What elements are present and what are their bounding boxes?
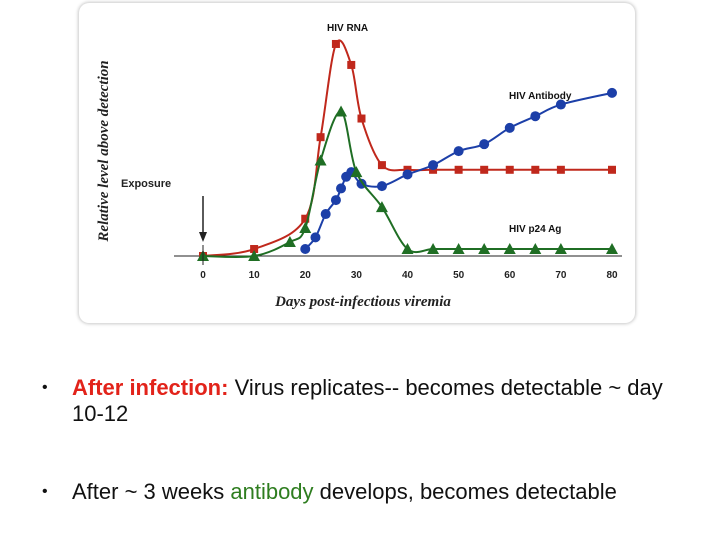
x-tick-label: 40: [402, 270, 414, 281]
hiv-p24-ag-point: [554, 243, 567, 255]
hiv-antibody-point: [300, 244, 311, 255]
hiv-antibody-point: [336, 183, 347, 194]
hiv-rna-point: [556, 165, 565, 174]
hiv-p24-ag-point: [375, 201, 388, 213]
hiv-antibody-label: HIV Antibody: [509, 91, 572, 102]
y-axis-title: Relative level above detection: [96, 60, 112, 242]
hiv-antibody-point: [555, 99, 566, 110]
hiv-markers-chart: 0 10 20 30 40 50 60 70 80 Days post-infectious vi…: [96, 23, 622, 310]
hiv-rna-point: [505, 165, 514, 174]
hiv-antibody-point: [530, 111, 541, 122]
chart-panel: 0 10 20 30 40 50 60 70 80 Days post-infectious vi…: [79, 3, 635, 323]
hiv-rna-point: [454, 165, 463, 174]
bullet-dot: •: [42, 379, 48, 396]
hiv-p24-ag-point: [478, 243, 491, 255]
hiv-antibody-point: [453, 146, 464, 157]
hiv-antibody-point: [428, 160, 439, 171]
hiv-antibody-point: [330, 195, 341, 206]
hiv-p24-ag-point: [283, 236, 296, 248]
hiv-antibody-point: [376, 181, 387, 192]
hiv-p24-ag-point: [452, 243, 465, 255]
x-tick-label: 0: [200, 270, 206, 281]
hiv-rna-point: [480, 165, 489, 174]
bullet-lead: After infection:: [72, 375, 229, 400]
hiv-rna-point: [301, 214, 310, 223]
hiv-p24-ag-line: [202, 110, 612, 259]
hiv-p24-ag-point: [299, 222, 312, 234]
hiv-antibody-point: [320, 209, 331, 220]
hiv-p24-ag-point: [606, 243, 618, 255]
x-tick-label: 30: [351, 270, 363, 281]
hiv-p24-ag-point: [248, 250, 261, 261]
hiv-rna-point: [357, 114, 366, 123]
bullet-dot: •: [42, 483, 48, 500]
exposure-arrow-head: [199, 232, 207, 242]
x-tick-label: 10: [249, 270, 261, 281]
hiv-rna-point: [347, 60, 356, 69]
hiv-rna-point: [377, 161, 386, 170]
hiv-rna-label: HIV RNA: [327, 23, 368, 34]
hiv-antibody-point: [402, 169, 413, 180]
bullet-text: Virus replicates-- becomes detectable ~ …: [72, 375, 663, 426]
bullet-highlight: antibody: [230, 479, 314, 504]
hiv-p24-ag-point: [314, 154, 327, 166]
hiv-p24-ag-point: [427, 243, 440, 255]
x-axis-title: Days post-infectious viremia: [274, 294, 451, 310]
hiv-antibody-point: [310, 232, 321, 243]
bullet-text-before: After ~ 3 weeks: [72, 479, 231, 504]
x-tick-label: 80: [606, 270, 618, 281]
hiv-rna-point: [316, 133, 325, 142]
hiv-rna-point: [250, 245, 259, 254]
hiv-rna-point: [608, 165, 616, 174]
hiv-antibody-point: [607, 87, 617, 98]
x-tick-label: 70: [555, 270, 567, 281]
hiv-antibody-point: [504, 122, 515, 133]
x-tick-label: 60: [504, 270, 516, 281]
hiv-rna-point: [531, 165, 540, 174]
bullet-text-after: develops, becomes detectable: [313, 479, 617, 504]
exposure-label: Exposure: [121, 178, 171, 190]
x-tick-label: 20: [300, 270, 312, 281]
hiv-p24-ag-point: [503, 243, 516, 255]
bullet-after-infection: • After infection: Virus replicates-- be…: [30, 375, 690, 427]
hiv-p24-ag-point: [401, 243, 414, 255]
hiv-p24-ag-point: [350, 166, 363, 178]
hiv-rna-point: [331, 39, 340, 48]
hiv-antibody-point: [479, 139, 490, 150]
bullet-antibody: • After ~ 3 weeks antibody develops, bec…: [30, 479, 690, 505]
hiv-p24-ag-point: [335, 105, 348, 117]
hiv-p24-ag-label: HIV p24 Ag: [509, 224, 561, 235]
hiv-p24-ag-point: [529, 243, 542, 255]
x-tick-label: 50: [453, 270, 465, 281]
